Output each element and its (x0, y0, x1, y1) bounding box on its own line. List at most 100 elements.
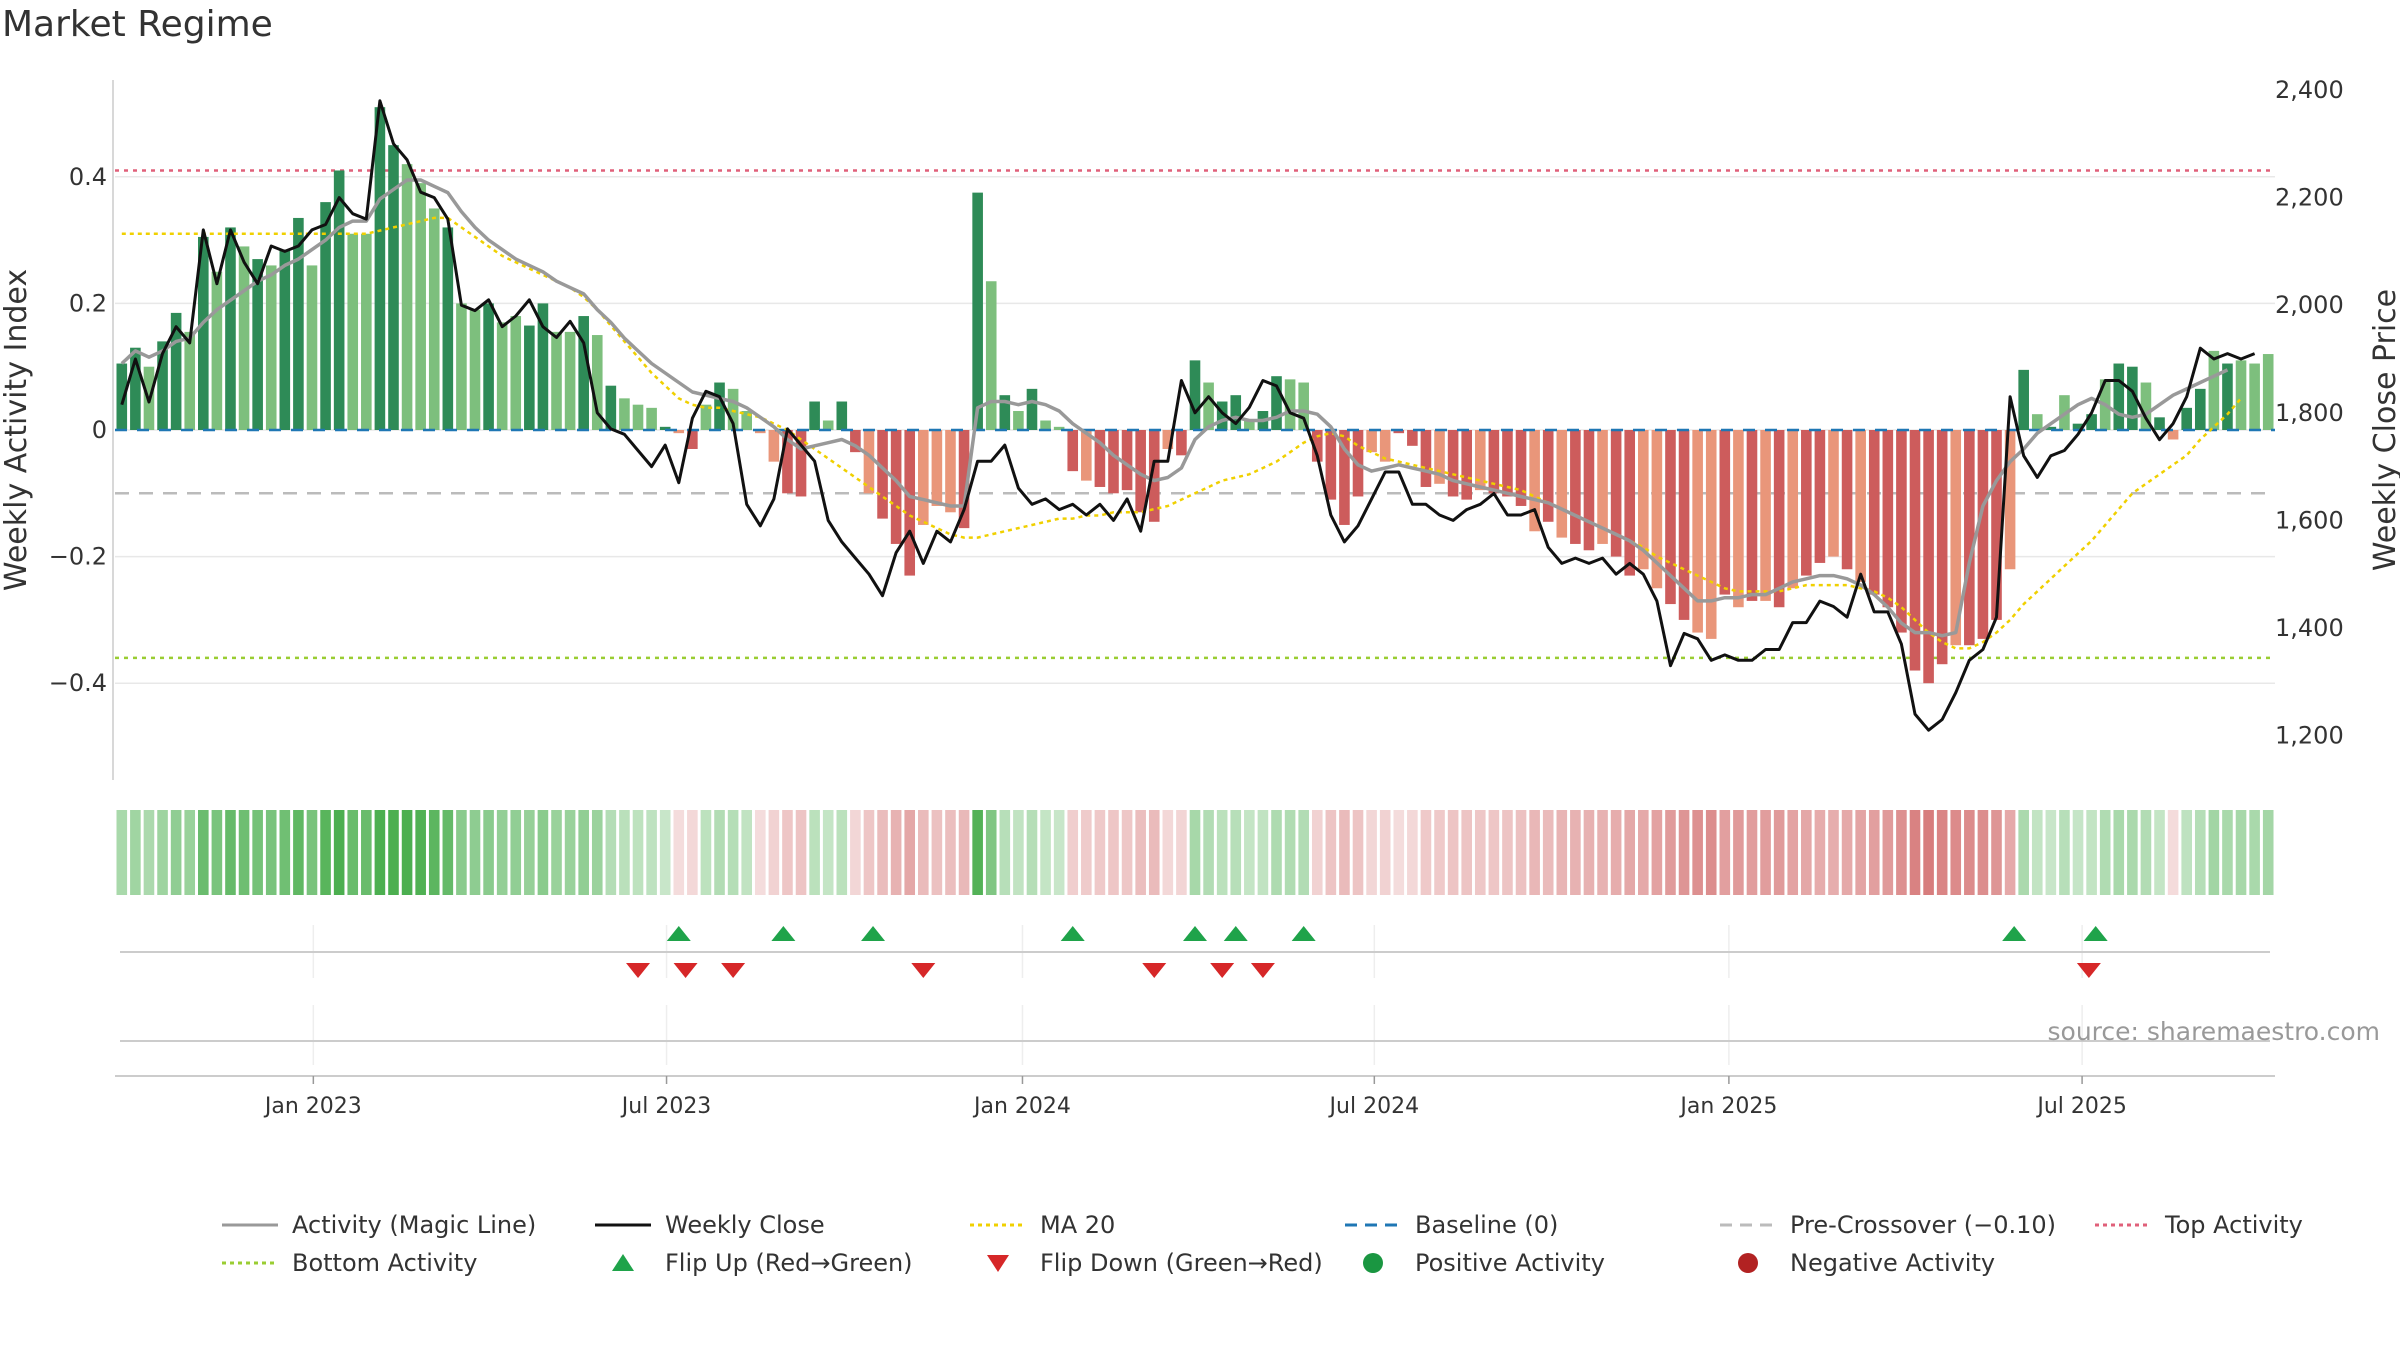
flip-down-marker (911, 963, 936, 978)
regime-cell (2167, 810, 2179, 895)
x-axis: Jan 2023 Jul 2023 Jan 2024 Jul 2024 Jan 2025… (115, 1075, 2275, 1119)
activity-bar (958, 430, 970, 529)
regime-cell (741, 810, 752, 895)
activity-bar (918, 430, 929, 525)
regime-cell (1339, 810, 1350, 895)
activity-bar (347, 233, 359, 430)
regime-cell (564, 810, 576, 895)
regime-cell (591, 810, 603, 895)
activity-bar (551, 331, 562, 430)
activity-bar (2086, 414, 2097, 430)
y-axis-title: Weekly Activity Index (0, 269, 34, 591)
activity-bar (768, 430, 780, 462)
x-tick-label: Jul 2025 (2035, 1094, 2127, 1119)
regime-cell (2208, 810, 2220, 895)
activity-bar (1189, 360, 1201, 430)
activity-bar (265, 265, 277, 430)
regime-cell (1597, 810, 1608, 895)
flip-up-marker (2002, 926, 2027, 941)
activity-bar (1148, 430, 1160, 522)
regime-cell (211, 810, 223, 895)
regime-cell (1814, 810, 1826, 895)
activity-bar (1556, 430, 1568, 538)
legend-item: Activity (Magic Line) (222, 1211, 536, 1239)
activity-bar (727, 388, 739, 430)
regime-cell (1923, 810, 1934, 895)
regime-cell (1733, 810, 1744, 895)
activity-bar (1570, 430, 1581, 544)
regime-cell (361, 810, 372, 895)
activity-bar (863, 430, 875, 494)
activity-bar (605, 385, 617, 430)
regime-cell (1108, 810, 1119, 895)
activity-bar (646, 407, 657, 430)
activity-bar (1176, 430, 1187, 456)
activity-bar (442, 227, 454, 430)
activity-bar (1719, 430, 1731, 595)
regime-cell (252, 810, 263, 895)
legend-flip-down-icon (987, 1255, 1009, 1272)
regime-cell (904, 810, 916, 895)
activity-bar (1801, 430, 1812, 576)
regime-cell (945, 810, 956, 895)
regime-cell (320, 810, 331, 895)
activity-bar (1013, 411, 1024, 430)
regime-cell (2127, 810, 2138, 895)
activity-bar (2018, 369, 2029, 430)
activity-bar (1461, 430, 1472, 500)
flip-down-marker (721, 963, 746, 978)
regime-cell (1746, 810, 1758, 895)
regime-cell (1624, 810, 1636, 895)
x-tick-label: Jul 2024 (1328, 1094, 1420, 1119)
activity-bar (1379, 430, 1391, 462)
activity-bar (1407, 430, 1418, 446)
regime-cell (130, 810, 141, 895)
activity-bar (2222, 363, 2233, 430)
legend-dot-icon (1738, 1253, 1758, 1273)
regime-cell (1787, 810, 1799, 895)
regime-cell (428, 810, 440, 895)
regime-cell (551, 810, 562, 895)
regime-cell (1692, 810, 1703, 895)
activity-bar (904, 430, 916, 576)
activity-bar (1950, 430, 1962, 646)
activity-bar (1638, 430, 1649, 570)
regime-cell (1298, 810, 1309, 895)
activity-bar (2127, 366, 2138, 430)
activity-bar (2154, 417, 2165, 430)
regime-cell (306, 810, 318, 895)
regime-cell (768, 810, 780, 895)
activity-bar (1705, 430, 1717, 639)
activity-bar (537, 303, 549, 430)
regime-cell (2249, 810, 2260, 895)
regime-cell (442, 810, 454, 895)
activity-bar (496, 322, 508, 430)
activity-bar (782, 430, 793, 494)
activity-bar (659, 426, 671, 430)
regime-cell (293, 810, 304, 895)
y-tick-label: 0.2 (69, 289, 107, 317)
regime-cell (1040, 810, 1051, 895)
activity-bar (714, 382, 725, 430)
activity-bar (2208, 350, 2220, 430)
regime-cell (2086, 810, 2097, 895)
regime-cell (918, 810, 929, 895)
legend-item: Flip Down (Green→Red) (987, 1249, 1323, 1277)
regime-cell (198, 810, 209, 895)
regime-cell (1515, 810, 1527, 895)
regime-cell (524, 810, 535, 895)
regime-cell (1393, 810, 1405, 895)
activity-bar (2235, 360, 2247, 430)
x-tick-label: Jul 2023 (620, 1094, 712, 1119)
flip-up-marker (1223, 926, 1248, 941)
regime-cell (388, 810, 399, 895)
activity-bar (1977, 430, 1989, 639)
flip-up-marker (771, 926, 796, 941)
flip-up-marker (1183, 926, 1207, 941)
activity-bar (510, 316, 522, 430)
legend-label: Baseline (0) (1415, 1211, 1558, 1239)
regime-cell (578, 810, 589, 895)
activity-bar (1651, 430, 1663, 589)
activity-bar (2140, 382, 2152, 430)
